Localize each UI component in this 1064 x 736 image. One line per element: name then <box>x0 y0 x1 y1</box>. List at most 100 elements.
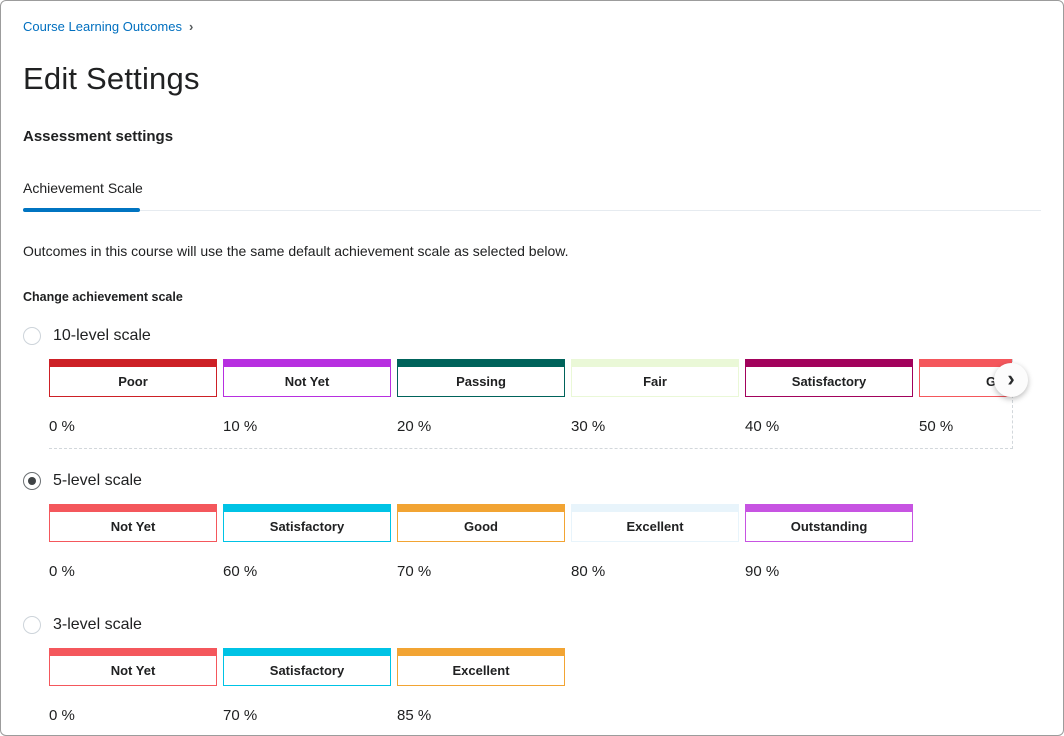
tab-label: Achievement Scale <box>23 180 143 196</box>
achievement-level-card: Not Yet <box>223 359 391 397</box>
level-cards-row: Not Yet Satisfactory Good Excellent Outstand… <box>49 504 913 542</box>
achievement-level-card: Passing <box>397 359 565 397</box>
level-name: Not Yet <box>110 519 156 534</box>
level-color-bar <box>745 504 913 512</box>
scale-option-10-level-scale[interactable]: 10-level scale <box>23 327 151 345</box>
breadcrumb-link-course-learning-outcomes[interactable]: Course Learning Outcomes <box>23 19 182 34</box>
tab-achievement-scale[interactable]: Achievement Scale <box>23 180 143 198</box>
radio-button[interactable] <box>23 472 41 490</box>
scale-preview: Not Yet Satisfactory Excellent 0 % 70 % 85 % <box>49 648 1013 735</box>
level-color-bar <box>397 648 565 656</box>
achievement-level-card: Satisfactory <box>745 359 913 397</box>
achievement-level-card: Good <box>397 504 565 542</box>
level-threshold: 60 % <box>223 563 258 580</box>
level-threshold: 10 % <box>223 418 258 435</box>
level-threshold: 50 % <box>919 418 954 435</box>
level-card-body: Satisfactory <box>223 512 391 542</box>
level-threshold: 0 % <box>49 707 75 724</box>
level-name: Good <box>464 519 498 534</box>
achievement-level-card: Poor <box>49 359 217 397</box>
level-threshold: 0 % <box>49 418 75 435</box>
radio-button[interactable] <box>23 327 41 345</box>
level-threshold: 80 % <box>571 563 606 580</box>
level-name: Satisfactory <box>269 519 345 534</box>
level-color-bar <box>223 648 391 656</box>
scale-option-label: 10-level scale <box>53 327 151 344</box>
level-card-body: Good <box>397 512 565 542</box>
level-color-bar <box>397 359 565 367</box>
level-color-bar <box>223 504 391 512</box>
level-color-bar <box>49 504 217 512</box>
level-color-bar <box>223 359 391 367</box>
achievement-level-card: Outstanding <box>745 504 913 542</box>
level-name: Fair <box>643 374 667 389</box>
level-name: Satisfactory <box>269 663 345 678</box>
level-name: Excellent <box>626 519 684 534</box>
level-name: Not Yet <box>110 663 156 678</box>
radio-button[interactable] <box>23 616 41 634</box>
level-color-bar <box>745 359 913 367</box>
level-card-body: Outstanding <box>745 512 913 542</box>
level-threshold: 70 % <box>223 707 258 724</box>
level-threshold: 0 % <box>49 563 75 580</box>
level-color-bar <box>397 504 565 512</box>
active-tab-indicator <box>23 208 140 212</box>
level-color-bar <box>49 359 217 367</box>
level-card-body: Fair <box>571 367 739 397</box>
scale-scroll-area: Not Yet Satisfactory Excellent 0 % 70 % 85 % <box>49 648 1013 735</box>
scale-preview: Not Yet Satisfactory Good Excellent Outstand… <box>49 504 1013 593</box>
achievement-level-card: Fair <box>571 359 739 397</box>
achievement-level-card: Satisfactory <box>223 648 391 686</box>
scale-option-label: 5-level scale <box>53 472 142 489</box>
level-name: Excellent <box>452 663 510 678</box>
level-card-body: Satisfactory <box>745 367 913 397</box>
level-card-body: Satisfactory <box>223 656 391 686</box>
achievement-level-card: Not Yet <box>49 504 217 542</box>
scale-block: 10-level scale Poor Not Yet Passing Fair Sat… <box>23 327 1041 449</box>
breadcrumb-chevron-icon: › <box>188 19 194 34</box>
achievement-level-card: Excellent <box>397 648 565 686</box>
scale-block: 3-level scale Not Yet Satisfactory Excelle… <box>23 616 1041 735</box>
scale-option-3-level-scale[interactable]: 3-level scale <box>23 616 142 634</box>
level-cards-row: Not Yet Satisfactory Excellent <box>49 648 565 686</box>
level-threshold: 20 % <box>397 418 432 435</box>
page-title: Edit Settings <box>23 61 200 96</box>
chevron-right-icon: › <box>1007 365 1015 391</box>
level-threshold: 70 % <box>397 563 432 580</box>
scale-description-text: Outcomes in this course will use the sam… <box>23 243 569 259</box>
level-thresholds-row: 0 % 70 % 85 % <box>49 707 1013 735</box>
scroll-next-button[interactable]: › <box>994 363 1028 397</box>
change-achievement-scale-label: Change achievement scale <box>23 290 183 304</box>
assessment-settings-heading: Assessment settings <box>23 128 174 145</box>
level-threshold: 85 % <box>397 707 432 724</box>
level-card-body: Poor <box>49 367 217 397</box>
achievement-level-card: Satisfactory <box>223 504 391 542</box>
level-name: Poor <box>118 374 148 389</box>
level-name: Outstanding <box>790 519 868 534</box>
level-card-body: Not Yet <box>49 656 217 686</box>
scales-list: 10-level scale Poor Not Yet Passing Fair Sat… <box>23 327 1041 735</box>
level-threshold: 90 % <box>745 563 780 580</box>
level-threshold: 40 % <box>745 418 780 435</box>
scale-option-5-level-scale[interactable]: 5-level scale <box>23 472 142 490</box>
level-card-body: Not Yet <box>223 367 391 397</box>
scale-scroll-area: Not Yet Satisfactory Good Excellent Outstand… <box>49 504 1013 593</box>
level-name: Satisfactory <box>791 374 867 389</box>
achievement-level-card: Excellent <box>571 504 739 542</box>
level-card-body: Passing <box>397 367 565 397</box>
level-color-bar <box>49 648 217 656</box>
level-thresholds-row: 0 % 60 % 70 % 80 % 90 % <box>49 563 1013 593</box>
breadcrumb: Course Learning Outcomes › <box>23 15 1041 34</box>
level-card-body: Excellent <box>571 512 739 542</box>
level-color-bar <box>571 504 739 512</box>
level-threshold: 30 % <box>571 418 606 435</box>
level-card-body: Not Yet <box>49 512 217 542</box>
scale-block: 5-level scale Not Yet Satisfactory Good Exc… <box>23 472 1041 593</box>
level-name: Not Yet <box>284 374 330 389</box>
level-name: Passing <box>456 374 506 389</box>
level-card-body: Excellent <box>397 656 565 686</box>
